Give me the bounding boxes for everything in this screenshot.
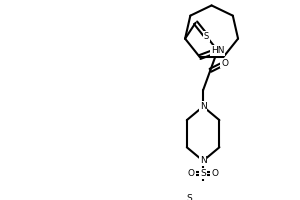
Text: S: S [186, 194, 192, 200]
Text: N: N [200, 156, 206, 165]
Text: N: N [200, 102, 206, 111]
Text: O: O [188, 169, 195, 178]
Text: S: S [204, 32, 209, 41]
Text: HN: HN [211, 46, 224, 55]
Text: S: S [200, 169, 206, 178]
Text: O: O [221, 59, 228, 68]
Text: O: O [212, 169, 218, 178]
